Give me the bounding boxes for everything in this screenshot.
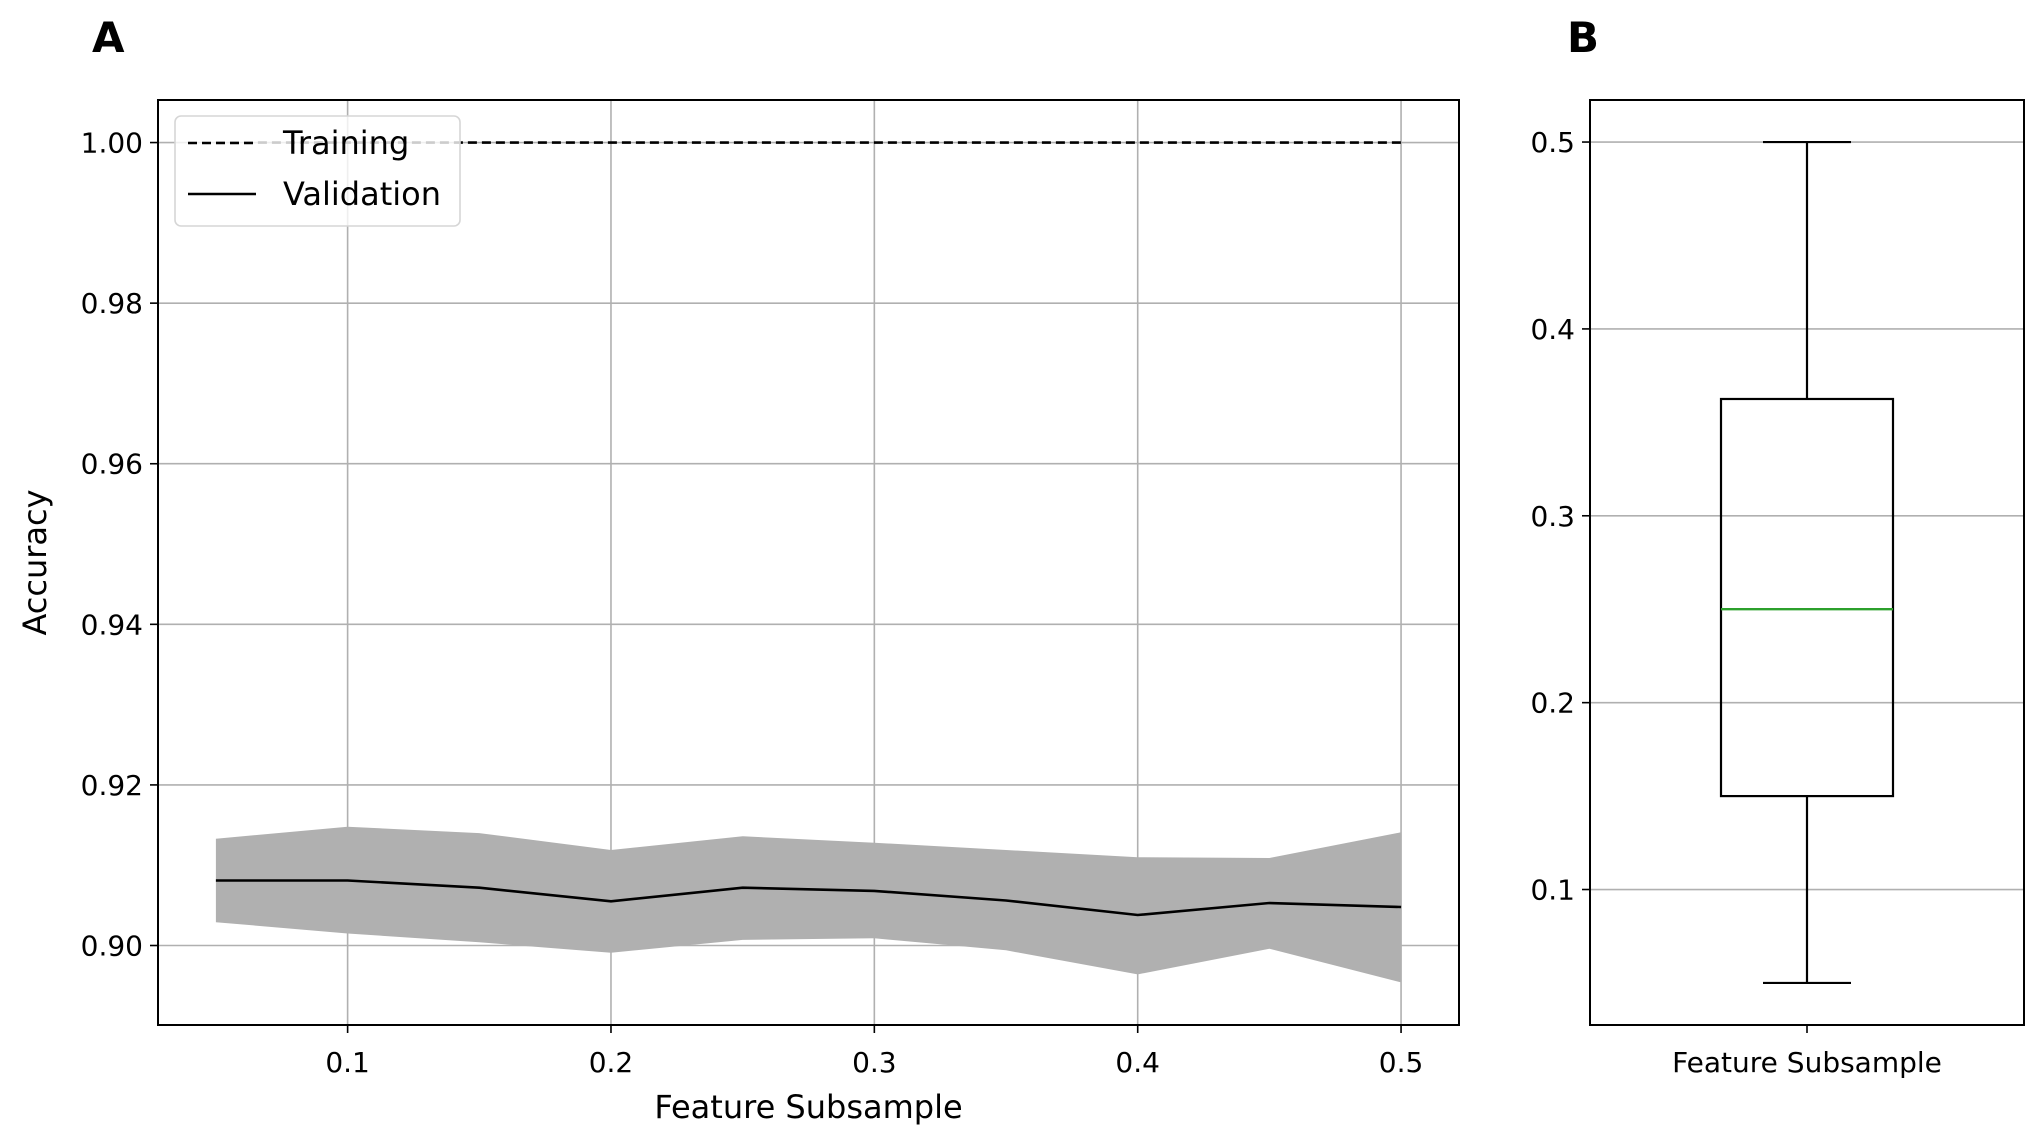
- panel-b-y-tick-label: 0.2: [1530, 687, 1575, 720]
- panel-a-x-tick-label: 0.5: [1379, 1046, 1424, 1079]
- panel-a-y-tick-label: 0.94: [81, 608, 143, 641]
- panel-b-y-tick-label: 0.4: [1530, 313, 1575, 346]
- panel-a-y-tick-label: 1.00: [81, 127, 143, 160]
- panel-b-y-tick-label: 0.5: [1530, 126, 1575, 159]
- panel-b-grid: [1590, 141, 2024, 891]
- panel-a-y-tick-label: 0.90: [81, 930, 143, 963]
- panel-a-plot: 0.1 0.2 0.3 0.4 0.50.900.920.940.960.981.00 …: [16, 99, 1460, 1126]
- legend-validation-label: Validation: [283, 175, 441, 213]
- panel-a-x-tick-label: 0.1: [325, 1046, 370, 1079]
- panel-a-frame: [157, 99, 1460, 1026]
- panel-a-x-tick-label: 0.4: [1115, 1046, 1160, 1079]
- panel-b-y-tick-label: 0.3: [1530, 500, 1575, 533]
- panel-b-ticks: 0.1 0.2 0.3 0.4 0.5: [1530, 126, 1808, 1033]
- iqr-box: [1719, 397, 1895, 798]
- validation-band: [215, 826, 1402, 983]
- boxplot: [1719, 140, 1895, 985]
- legend: Training Validation: [174, 115, 461, 227]
- panel-a-y-tick-label: 0.98: [81, 287, 143, 320]
- panel-b-x-tick-label: Feature Subsample: [1672, 1046, 1942, 1079]
- panel-a-x-tick-label: 0.3: [852, 1046, 897, 1079]
- validation-line: [215, 879, 1402, 917]
- panel-b-y-tick-label: 0.1: [1530, 874, 1575, 907]
- panel-b-plot: 0.1 0.2 0.3 0.4 0.5 Feature Subsample: [1530, 99, 2025, 1079]
- panel-b-label: B: [1567, 13, 1599, 62]
- panel-a-y-tick-label: 0.92: [81, 769, 143, 802]
- panel-a-x-axis-label: Feature Subsample: [654, 1088, 962, 1126]
- panel-a-label: A: [92, 13, 125, 62]
- panel-a-y-axis-label: Accuracy: [16, 489, 54, 635]
- panel-a-y-tick-label: 0.96: [81, 448, 143, 481]
- panel-a-x-tick-label: 0.2: [589, 1046, 634, 1079]
- legend-training-label: Training: [282, 124, 409, 162]
- panel-a-ticks: 0.1 0.2 0.3 0.4 0.5 0.90 0.92 0.94 0.96 0.98 1.00: [81, 127, 1424, 1079]
